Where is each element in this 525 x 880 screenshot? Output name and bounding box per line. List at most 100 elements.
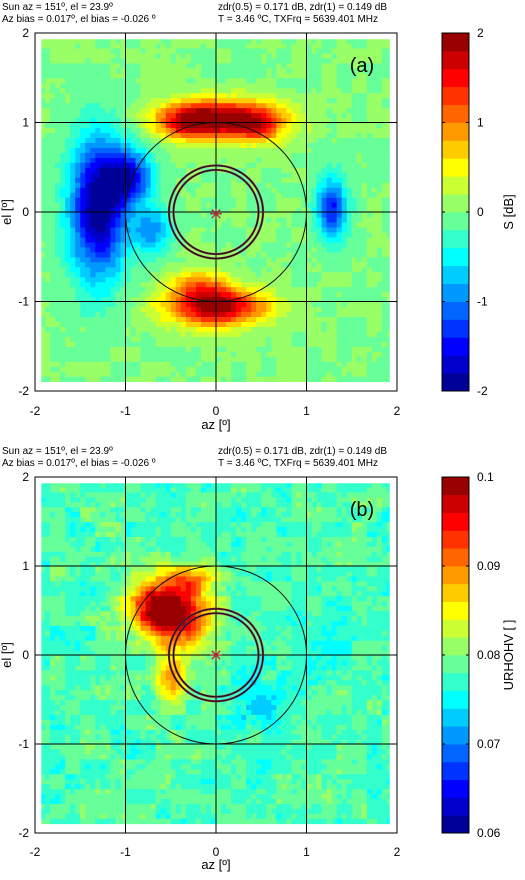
heatmap-cell: [100, 132, 106, 139]
heatmap-cell: [256, 316, 262, 322]
heatmap-cell: [346, 142, 353, 148]
heatmap-cell: [356, 301, 363, 308]
heatmap-cell: [155, 331, 162, 337]
heatmap-cell: [301, 47, 308, 54]
heatmap-cell: [276, 261, 282, 268]
heatmap-cell: [276, 187, 282, 193]
heatmap-cell: [361, 236, 368, 243]
heatmap-cell: [105, 296, 112, 303]
heatmap-cell: [366, 301, 373, 308]
heatmap-cell: [241, 371, 247, 377]
heatmap-cell: [70, 207, 76, 213]
heatmap-cell: [341, 157, 348, 163]
heatmap-cell: [45, 82, 51, 89]
heatmap-cell: [321, 187, 328, 193]
heatmap-cell: [351, 157, 358, 163]
heatmap-cell: [60, 57, 66, 64]
heatmap-cell: [95, 177, 101, 183]
heatmap-cell: [210, 107, 217, 114]
heatmap-cell: [371, 142, 378, 148]
heatmap-cell: [371, 57, 378, 64]
heatmap-cell: [286, 137, 293, 143]
heatmap-cell: [296, 127, 303, 134]
heatmap-cell: [130, 236, 137, 243]
heatmap-cell: [296, 296, 303, 303]
heatmap-cell: [246, 331, 252, 337]
heatmap-cell: [170, 306, 177, 313]
heatmap-cell: [296, 42, 303, 49]
heatmap-cell: [145, 39, 152, 44]
heatmap-cell: [341, 371, 348, 377]
heatmap-cell: [95, 187, 101, 193]
heatmap-cell: [70, 117, 76, 124]
heatmap-cell: [60, 366, 66, 372]
heatmap-cell: [195, 147, 202, 153]
heatmap-cell: [316, 266, 323, 273]
heatmap-cell: [241, 87, 247, 94]
heatmap-cell: [231, 291, 237, 298]
heatmap-cell: [381, 336, 388, 342]
heatmap-cell: [90, 177, 96, 183]
heatmap-cell: [321, 256, 328, 263]
heatmap-cell: [216, 246, 222, 253]
heatmap-cell: [95, 256, 101, 263]
heatmap-cell: [376, 331, 383, 337]
heatmap-cell: [281, 142, 287, 148]
heatmap-cell: [346, 271, 353, 278]
heatmap-cell: [135, 187, 142, 193]
heatmap-cell: [346, 52, 353, 59]
heatmap-cell: [351, 112, 358, 119]
heatmap-cell: [291, 331, 298, 337]
heatmap-cell: [336, 296, 343, 303]
heatmap-cell: [331, 256, 338, 263]
heatmap-cell: [165, 127, 172, 134]
heatmap-cell: [251, 39, 257, 44]
heatmap-cell: [231, 336, 237, 342]
heatmap-cell: [226, 207, 232, 213]
heatmap-cell: [311, 142, 318, 148]
heatmap-cell: [356, 52, 363, 59]
heatmap-cell: [75, 241, 81, 248]
heatmap-cell: [341, 316, 348, 322]
heatmap-cell: [351, 246, 358, 253]
heatmap-cell: [140, 57, 147, 64]
heatmap-cell: [175, 281, 182, 288]
heatmap-cell: [60, 107, 66, 114]
heatmap-cell: [246, 52, 252, 59]
heatmap-cell: [180, 117, 187, 124]
heatmap-cell: [341, 202, 348, 208]
heatmap-cell: [321, 147, 328, 153]
heatmap-cell: [80, 221, 86, 228]
heatmap-cell: [286, 202, 293, 208]
heatmap-cell: [120, 336, 127, 342]
heatmap-cell: [331, 321, 338, 327]
heatmap-cell: [65, 226, 71, 233]
heatmap-cell: [241, 231, 247, 238]
heatmap-cell: [70, 162, 76, 168]
heatmap-cell: [326, 62, 333, 69]
heatmap-cell: [286, 62, 293, 69]
heatmap-cell: [155, 281, 162, 288]
heatmap-cell: [140, 97, 147, 104]
heatmap-cell: [160, 326, 167, 332]
heatmap-cell: [140, 187, 147, 193]
heatmap-cell: [160, 212, 167, 218]
heatmap-cell: [301, 236, 308, 243]
heatmap-cell: [301, 177, 308, 183]
heatmap-cell: [371, 187, 378, 193]
heatmap-cell: [321, 197, 328, 203]
heatmap-cell: [200, 251, 207, 258]
heatmap-cell: [356, 356, 363, 362]
heatmap-cell: [241, 132, 247, 139]
heatmap-cell: [150, 57, 157, 64]
heatmap-cell: [256, 142, 262, 148]
heatmap-cell: [110, 276, 117, 283]
heatmap-cell: [296, 67, 303, 74]
heatmap-cell: [50, 291, 56, 298]
heatmap-cell: [95, 77, 101, 84]
heatmap-cell: [120, 117, 127, 124]
heatmap-cell: [296, 142, 303, 148]
heatmap-cell: [226, 336, 232, 342]
heatmap-cell: [371, 47, 378, 54]
heatmap-cell: [60, 182, 66, 188]
